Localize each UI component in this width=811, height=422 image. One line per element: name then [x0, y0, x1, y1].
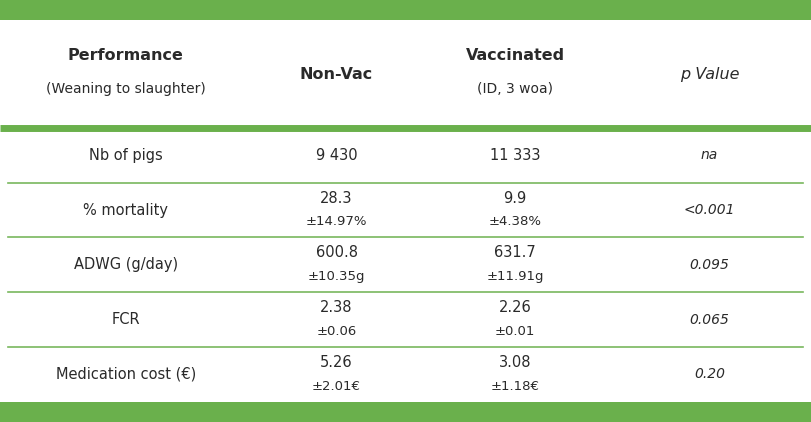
Text: 5.26: 5.26 [320, 355, 353, 370]
Text: ±1.18€: ±1.18€ [491, 380, 539, 393]
Text: ±2.01€: ±2.01€ [312, 380, 361, 393]
Text: ±0.01: ±0.01 [495, 325, 535, 338]
Text: (ID, 3 woa): (ID, 3 woa) [477, 82, 553, 96]
Text: ±11.91g: ±11.91g [487, 270, 543, 283]
Text: 0.20: 0.20 [694, 368, 725, 381]
Text: (Weaning to slaughter): (Weaning to slaughter) [46, 82, 205, 96]
Text: 3.08: 3.08 [499, 355, 531, 370]
Text: ±4.38%: ±4.38% [488, 215, 542, 228]
Text: 0.065: 0.065 [689, 313, 730, 327]
Text: ADWG (g/day): ADWG (g/day) [74, 257, 178, 272]
Text: 11 333: 11 333 [490, 148, 540, 163]
Text: 28.3: 28.3 [320, 191, 353, 206]
Bar [0, 402, 811, 422]
Text: Performance: Performance [68, 48, 183, 62]
Text: Non-Vac: Non-Vac [300, 67, 373, 81]
Text: 2.38: 2.38 [320, 300, 353, 315]
Text: Vaccinated: Vaccinated [466, 48, 564, 62]
Text: ±0.06: ±0.06 [316, 325, 357, 338]
Text: na: na [701, 148, 719, 162]
Text: <0.001: <0.001 [684, 203, 736, 217]
Text: 0.095: 0.095 [689, 258, 730, 272]
Text: Nb of pigs: Nb of pigs [89, 148, 162, 163]
Text: 2.26: 2.26 [499, 300, 531, 315]
Text: p Value: p Value [680, 67, 740, 81]
Text: ±14.97%: ±14.97% [306, 215, 367, 228]
Text: FCR: FCR [111, 312, 140, 327]
Text: 600.8: 600.8 [315, 246, 358, 260]
Text: % mortality: % mortality [84, 203, 168, 217]
Text: Medication cost (€): Medication cost (€) [56, 367, 195, 382]
Text: ±10.35g: ±10.35g [308, 270, 365, 283]
Bar [0, 0, 811, 20]
Text: 9 430: 9 430 [315, 148, 358, 163]
Text: 631.7: 631.7 [494, 246, 536, 260]
Text: 9.9: 9.9 [504, 191, 526, 206]
